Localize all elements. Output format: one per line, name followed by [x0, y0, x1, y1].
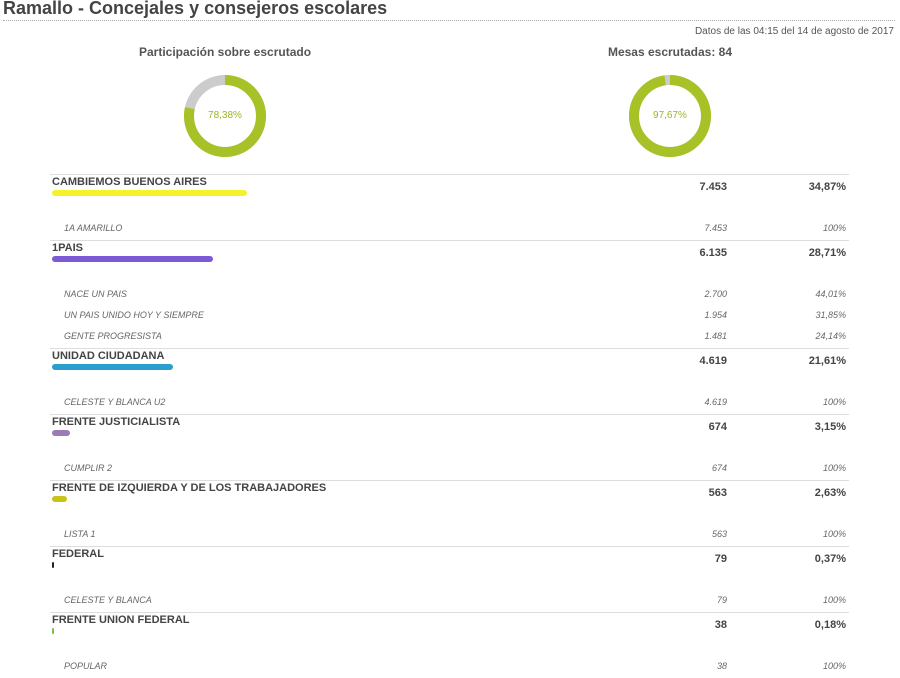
list-name: GENTE PROGRESISTA — [64, 331, 162, 341]
list-votes: 38 — [716, 661, 727, 671]
list-row: POPULAR 38 100% — [50, 657, 849, 678]
party-share-bar — [52, 562, 54, 568]
list-name: NACE UN PAIS — [64, 289, 127, 299]
party-row: UNIDAD CIUDADANA 4.619 21,61% — [50, 348, 849, 393]
party-row: FRENTE UNION FEDERAL 38 0,18% — [50, 612, 849, 657]
tables-counted-label: Mesas escrutadas: 84 — [607, 45, 733, 59]
list-percentage: 100% — [822, 529, 846, 539]
party-row: FRENTE DE IZQUIERDA Y DE LOS TRABAJADORE… — [50, 480, 849, 525]
party-share-bar — [52, 430, 70, 436]
participation-value: 78,38% — [208, 110, 242, 121]
update-timestamp: Datos de las 04:15 del 14 de agosto de 2… — [694, 26, 894, 37]
list-percentage: 24,14% — [815, 331, 846, 341]
party-votes: 7.453 — [699, 181, 727, 193]
list-votes: 2.700 — [704, 289, 727, 299]
party-share-bar — [52, 496, 67, 502]
participation-fill — [184, 75, 266, 157]
tables-counted-fill — [629, 75, 711, 157]
party-share-bar — [52, 628, 54, 634]
party-percentage: 2,63% — [814, 487, 846, 499]
list-percentage: 44,01% — [815, 289, 846, 299]
party-row: FRENTE JUSTICIALISTA 674 3,15% — [50, 414, 849, 459]
party-votes: 38 — [714, 619, 727, 631]
list-name: CELESTE Y BLANCA — [64, 595, 152, 605]
list-name: LISTA 1 — [64, 529, 96, 539]
list-row: NACE UN PAIS 2.700 44,01% — [50, 285, 849, 306]
list-row: CELESTE Y BLANCA U2 4.619 100% — [50, 393, 849, 414]
list-votes: 674 — [711, 463, 727, 473]
party-votes: 674 — [708, 421, 727, 433]
list-votes: 7.453 — [704, 223, 727, 233]
party-votes: 4.619 — [699, 355, 727, 367]
party-percentage: 3,15% — [814, 421, 846, 433]
party-percentage: 0,18% — [814, 619, 846, 631]
party-percentage: 0,37% — [814, 553, 846, 565]
party-name: FEDERAL — [52, 548, 104, 560]
list-row: 1A AMARILLO 7.453 100% — [50, 219, 849, 240]
participation-label: Participación sobre escrutado — [138, 45, 312, 59]
party-votes: 6.135 — [699, 247, 727, 259]
party-votes: 563 — [708, 487, 727, 499]
party-share-bar — [52, 364, 173, 370]
party-name: FRENTE DE IZQUIERDA Y DE LOS TRABAJADORE… — [52, 482, 327, 494]
list-percentage: 100% — [822, 223, 846, 233]
list-name: CELESTE Y BLANCA U2 — [64, 397, 166, 407]
list-name: POPULAR — [64, 661, 108, 671]
results-table: CAMBIEMOS BUENOS AIRES 7.453 34,87% 1A AMAR… — [50, 174, 849, 678]
list-votes: 1.954 — [704, 310, 727, 320]
participation-donut: 78,38% — [183, 74, 267, 158]
list-row: LISTA 1 563 100% — [50, 525, 849, 546]
party-name: CAMBIEMOS BUENOS AIRES — [52, 176, 207, 188]
list-name: 1A AMARILLO — [64, 223, 123, 233]
party-name: UNIDAD CIUDADANA — [52, 350, 165, 362]
party-row: 1PAIS 6.135 28,71% — [50, 240, 849, 285]
list-votes: 4.619 — [704, 397, 727, 407]
party-row: CAMBIEMOS BUENOS AIRES 7.453 34,87% — [50, 174, 849, 219]
party-percentage: 28,71% — [808, 247, 846, 259]
list-row: CUMPLIR 2 674 100% — [50, 459, 849, 480]
party-percentage: 34,87% — [808, 181, 846, 193]
list-votes: 563 — [711, 529, 727, 539]
party-row: FEDERAL 79 0,37% — [50, 546, 849, 591]
list-percentage: 100% — [822, 397, 846, 407]
list-percentage: 31,85% — [815, 310, 846, 320]
list-row: UN PAIS UNIDO HOY Y SIEMPRE 1.954 31,85% — [50, 306, 849, 327]
party-name: FRENTE JUSTICIALISTA — [52, 416, 181, 428]
list-name: UN PAIS UNIDO HOY Y SIEMPRE — [64, 310, 204, 320]
title-divider — [3, 20, 895, 21]
list-row: CELESTE Y BLANCA 79 100% — [50, 591, 849, 612]
list-row: GENTE PROGRESISTA 1.481 24,14% — [50, 327, 849, 348]
party-name: FRENTE UNION FEDERAL — [52, 614, 190, 626]
list-name: CUMPLIR 2 — [64, 463, 113, 473]
party-percentage: 21,61% — [808, 355, 846, 367]
party-share-bar — [52, 256, 213, 262]
participation-donut-chart — [184, 75, 266, 157]
party-share-bar — [52, 190, 247, 196]
party-name: 1PAIS — [52, 242, 83, 254]
page-title: Ramallo - Concejales y consejeros escola… — [3, 0, 388, 18]
list-votes: 1.481 — [704, 331, 727, 341]
party-votes: 79 — [714, 553, 727, 565]
tables-counted-donut: 97,67% — [628, 74, 712, 158]
list-percentage: 100% — [822, 661, 846, 671]
list-percentage: 100% — [822, 595, 846, 605]
list-votes: 79 — [716, 595, 727, 605]
list-percentage: 100% — [822, 463, 846, 473]
tables-counted-donut-chart — [629, 75, 711, 157]
tables-counted-value: 97,67% — [653, 110, 687, 121]
